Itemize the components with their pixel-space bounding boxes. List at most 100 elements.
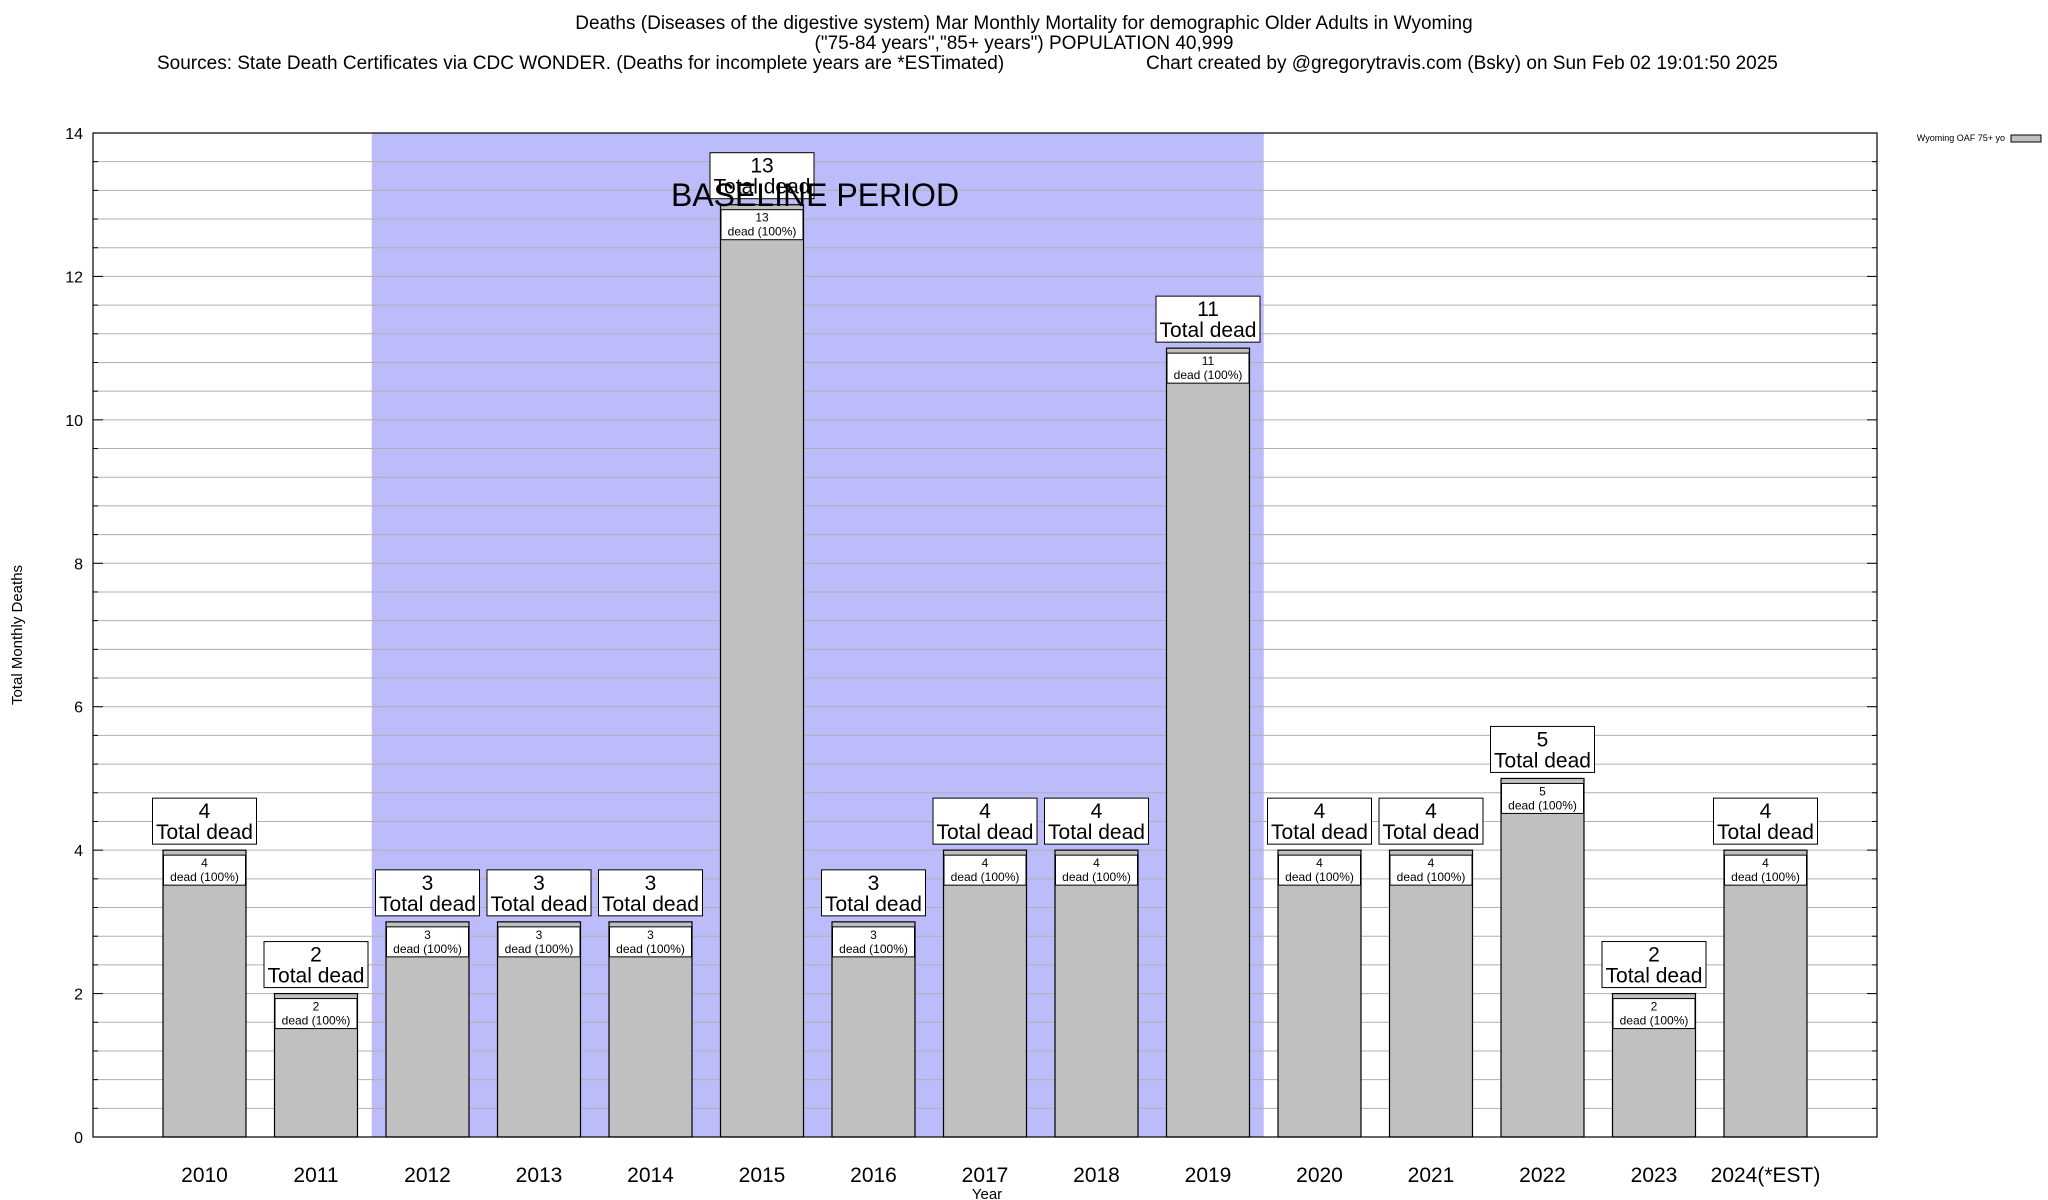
x-tick-label-2018: 2018 [1073, 1164, 1120, 1187]
x-tick-label-2022: 2022 [1519, 1164, 1566, 1187]
bar-2019 [1165, 347, 1251, 1138]
x-tick-label-2013: 2013 [516, 1164, 563, 1187]
x-tick-label-2014: 2014 [627, 1164, 674, 1187]
total-label-box [709, 152, 815, 200]
bar-percent-label: dead (100%) [1062, 870, 1131, 884]
total-dead-label: Total dead [156, 821, 253, 844]
chart-header: Deaths (Diseases of the digestive system… [0, 0, 2048, 90]
y-tick-label: 4 [74, 843, 83, 860]
bar-2010 [162, 849, 247, 1138]
bar-2013 [496, 921, 582, 1138]
plot-frame [92, 132, 1878, 1138]
chart-credit: Chart created by @gregorytravis.com (Bsk… [1146, 53, 1778, 74]
bar-value-label: 2 [1651, 1000, 1658, 1014]
total-label-box [1713, 797, 1818, 845]
total-value-label: 3 [533, 872, 545, 895]
bar-value-label: 4 [1316, 856, 1323, 870]
bar-value-label: 4 [1428, 856, 1435, 870]
total-value-label: 2 [1648, 944, 1660, 967]
total-dead-label: Total dead [1606, 965, 1703, 988]
y-axis-title: Total Monthly Deaths [9, 565, 26, 705]
total-value-label: 4 [1091, 800, 1103, 823]
bar-2022 [1500, 777, 1585, 1138]
bar-percent-label: dead (100%) [170, 870, 239, 884]
total-value-label: 3 [422, 872, 434, 895]
x-tick-label-2015: 2015 [739, 1164, 786, 1187]
x-tick-label-2019: 2019 [1185, 1164, 1232, 1187]
total-label-box [821, 869, 926, 917]
total-value-label: 2 [310, 944, 322, 967]
total-dead-label: Total dead [1271, 821, 1368, 844]
bar-percent-label: dead (100%) [1620, 1014, 1689, 1028]
bar-label-box [1612, 998, 1696, 1030]
total-dead-label: Total dead [1717, 821, 1814, 844]
bar-2015 [719, 204, 805, 1138]
total-dead-label: Total dead [714, 176, 811, 199]
total-label-box [932, 797, 1038, 845]
bar-percent-label: dead (100%) [1731, 870, 1800, 884]
total-label-box [486, 869, 592, 917]
x-tick-label-2024(*EST): 2024(*EST) [1711, 1164, 1821, 1187]
x-tick-label-2010: 2010 [181, 1164, 228, 1187]
legend-label: Wyoming OAF 75+ yo [1917, 133, 2005, 143]
bar-value-label: 5 [1539, 784, 1546, 798]
bar-value-label: 4 [201, 856, 208, 870]
x-tick-label-2016: 2016 [850, 1164, 897, 1187]
total-label-box [1044, 797, 1149, 845]
total-value-label: 4 [979, 800, 991, 823]
x-axis-title: Year [972, 1186, 1002, 1200]
total-value-label: 13 [750, 155, 773, 178]
bar-label-box [497, 926, 581, 958]
bar-value-label: 3 [424, 928, 431, 942]
bar-percent-label: dead (100%) [839, 942, 908, 956]
bar-label-box [609, 926, 692, 958]
bar-value-label: 13 [755, 211, 769, 225]
bar-percent-label: dead (100%) [1174, 368, 1243, 382]
bar-label-box [1389, 854, 1473, 886]
x-tick-label-2020: 2020 [1296, 1164, 1343, 1187]
y-tick-label: 14 [65, 126, 83, 143]
bar-value-label: 4 [1093, 856, 1100, 870]
total-value-label: 3 [868, 872, 880, 895]
baseline-period-label: BASELINE PERIOD [671, 177, 959, 213]
total-value-label: 4 [1760, 800, 1772, 823]
chart-subtitle: ("75-84 years","85+ years") POPULATION 4… [814, 33, 1234, 54]
bar-percent-label: dead (100%) [728, 225, 797, 239]
bar-label-box [720, 209, 804, 241]
total-label-box [1155, 295, 1261, 343]
chart-sources: Sources: State Death Certificates via CD… [157, 53, 1005, 74]
x-tick-label-2023: 2023 [1631, 1164, 1678, 1187]
bar-2017 [942, 849, 1028, 1138]
bar-value-label: 3 [647, 928, 654, 942]
bar-percent-label: dead (100%) [616, 942, 685, 956]
total-label-box [598, 869, 703, 917]
bar-label-box [943, 854, 1027, 886]
bar-percent-label: dead (100%) [282, 1014, 351, 1028]
x-tick-label-2012: 2012 [404, 1164, 451, 1187]
total-value-label: 11 [1197, 298, 1219, 321]
bar-value-label: 3 [536, 928, 543, 942]
bar-2016 [831, 921, 916, 1138]
bar-label-box [386, 926, 469, 958]
total-value-label: 5 [1537, 728, 1549, 751]
bar-2012 [385, 921, 470, 1138]
x-tick-label-2017: 2017 [962, 1164, 1009, 1187]
chart-title: Deaths (Diseases of the digestive system… [575, 13, 1473, 34]
bar-percent-label: dead (100%) [1397, 870, 1466, 884]
total-value-label: 4 [1425, 800, 1437, 823]
total-label-box [1378, 797, 1484, 845]
y-tick-label: 6 [74, 700, 83, 717]
total-dead-label: Total dead [1048, 821, 1145, 844]
total-label-box [263, 941, 369, 989]
total-label-box [152, 797, 257, 845]
bar-label-box [832, 926, 915, 958]
bar-label-box [1501, 782, 1584, 814]
total-dead-label: Total dead [602, 893, 699, 916]
bar-label-box [1166, 352, 1250, 384]
total-label-box [1267, 797, 1372, 845]
bar-2021 [1388, 849, 1474, 1138]
total-dead-label: Total dead [1160, 319, 1257, 342]
y-tick-label: 12 [65, 269, 83, 286]
bar-percent-label: dead (100%) [951, 870, 1020, 884]
